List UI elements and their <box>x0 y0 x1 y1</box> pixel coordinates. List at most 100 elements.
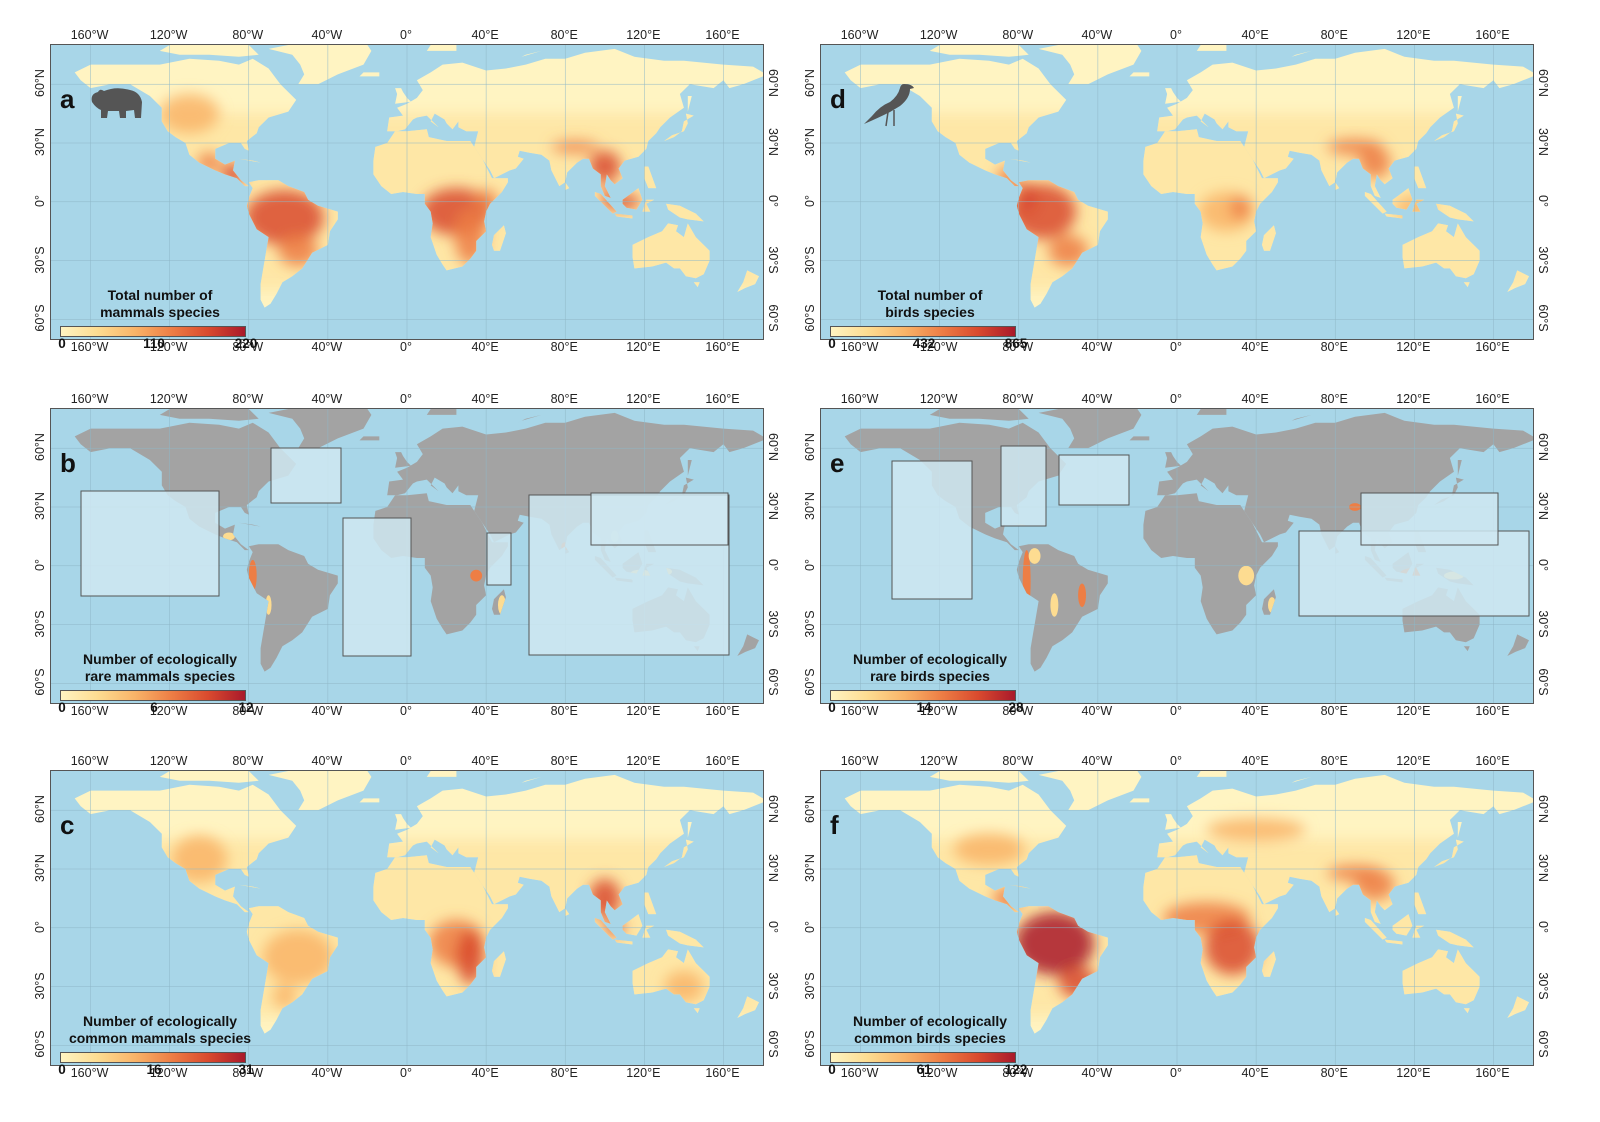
lon-tick-top: 40°W <box>311 392 343 406</box>
rare-hotspot <box>1238 565 1255 586</box>
map-frame-d <box>820 44 1534 340</box>
lat-tick-right: 0° <box>766 558 780 571</box>
legend-value: 61 <box>916 1062 932 1077</box>
zoom-inset <box>342 517 412 657</box>
lon-tick-top: 80°E <box>550 28 578 42</box>
lat-tick-left: 60°N <box>803 433 817 462</box>
lat-tick-right: 60°N <box>766 433 780 462</box>
lon-tick-bottom: 80°E <box>1320 1066 1348 1080</box>
lon-tick-bottom: 160°E <box>1475 340 1510 354</box>
lat-tick-right: 60°N <box>1536 795 1550 824</box>
lon-tick-top: 80°W <box>232 392 264 406</box>
lon-tick-top: 120°W <box>149 28 188 42</box>
lat-tick-left: 0° <box>33 194 47 207</box>
lon-tick-bottom: 160°E <box>705 1066 740 1080</box>
lon-tick-top: 120°E <box>1396 28 1431 42</box>
map-svg <box>821 45 1533 339</box>
lon-tick-top: 40°E <box>1241 754 1269 768</box>
legend-value: 0 <box>58 336 66 351</box>
lon-tick-top: 80°E <box>1320 754 1348 768</box>
lat-tick-right: 0° <box>766 920 780 933</box>
land-uk <box>395 452 411 468</box>
lon-tick-top: 160°W <box>840 754 879 768</box>
lon-tick-bottom: 80°W <box>1002 340 1034 354</box>
zoom-inset <box>1000 445 1047 527</box>
legend-colorbar <box>60 326 246 337</box>
lon-tick-bottom: 80°E <box>550 340 578 354</box>
lon-tick-top: 40°E <box>471 28 499 42</box>
richness-hotspot <box>454 209 487 265</box>
lon-tick-top: 80°E <box>1320 28 1348 42</box>
lon-tick-bottom: 120°W <box>919 1066 958 1080</box>
panel-letter: a <box>60 84 75 114</box>
legend-colorbar <box>830 690 1016 701</box>
rare-hotspot <box>223 532 235 541</box>
lat-tick-left: 30°S <box>33 609 47 638</box>
legend-value: 0 <box>828 700 836 715</box>
lat-tick-left: 30°N <box>33 854 47 882</box>
land-svalbard <box>1196 771 1227 777</box>
lat-tick-left: 30°N <box>803 854 817 882</box>
legend-value: 865 <box>1004 336 1028 351</box>
lon-tick-bottom: 40°W <box>1081 704 1113 718</box>
lon-tick-top: 160°W <box>840 392 879 406</box>
land-novaya <box>509 50 542 63</box>
richness-hotspot <box>602 186 615 210</box>
lat-tick-right: 60°N <box>766 795 780 824</box>
lon-tick-bottom: 0° <box>1170 704 1182 718</box>
land-sakhalin <box>1457 460 1462 476</box>
panel-letter: b <box>60 448 76 478</box>
lon-tick-bottom: 160°E <box>705 340 740 354</box>
lat-tick-left: 60°N <box>803 69 817 98</box>
land-novaya <box>1279 50 1312 63</box>
rare-hotspot <box>1267 597 1276 613</box>
land-japan <box>664 477 694 505</box>
legend-value: 12 <box>238 700 254 715</box>
land-uk <box>1165 814 1181 830</box>
lat-tick-right: 60°N <box>766 69 780 98</box>
legend-title-line2: common birds species <box>854 1030 1006 1046</box>
legend-title-line2: rare mammals species <box>84 668 236 684</box>
lon-tick-bottom: 40°E <box>1241 1066 1269 1080</box>
lon-tick-bottom: 40°W <box>1081 1066 1113 1080</box>
lon-tick-bottom: 120°E <box>1396 1066 1431 1080</box>
lat-tick-right: 0° <box>766 194 780 207</box>
lat-tick-right: 60°S <box>1536 668 1550 697</box>
lat-tick-right: 0° <box>1536 558 1550 571</box>
richness-hotspot <box>1016 182 1037 214</box>
richness-hotspot <box>1048 235 1088 267</box>
rare-hotspot <box>1028 548 1041 564</box>
map-svg <box>51 45 763 339</box>
lon-tick-top: 40°E <box>1241 392 1269 406</box>
lon-tick-bottom: 0° <box>1170 1066 1182 1080</box>
lat-tick-left: 0° <box>803 558 817 571</box>
lon-tick-top: 40°E <box>471 754 499 768</box>
lon-tick-top: 120°W <box>919 28 958 42</box>
land-greenland <box>1038 771 1142 811</box>
land-uk <box>395 88 411 104</box>
lat-tick-left: 60°S <box>803 668 817 697</box>
land-sakhalin <box>687 822 692 838</box>
lat-tick-left: 30°S <box>803 971 817 1000</box>
richness-hotspot <box>278 235 318 267</box>
map-svg <box>821 409 1533 703</box>
lon-tick-top: 80°E <box>550 754 578 768</box>
bear-icon <box>86 84 146 129</box>
zoom-inset <box>80 490 220 597</box>
legend-value: 28 <box>1008 700 1024 715</box>
lon-tick-bottom: 120°E <box>626 1066 661 1080</box>
land-cuba <box>238 522 261 527</box>
lat-tick-right: 30°S <box>766 971 780 1000</box>
land-arcticCanada <box>929 45 1029 57</box>
lon-tick-bottom: 160°W <box>70 1066 109 1080</box>
lat-tick-left: 60°S <box>803 304 817 333</box>
richness-hotspot <box>221 162 245 187</box>
map-frame-a <box>50 44 764 340</box>
legend-title: Total number of mammals species <box>65 287 255 321</box>
lon-tick-bottom: 0° <box>400 340 412 354</box>
land-uk <box>1165 88 1181 104</box>
graticule <box>51 771 763 1065</box>
lat-tick-left: 0° <box>803 920 817 933</box>
rare-hotspot <box>265 595 272 615</box>
lat-tick-right: 60°S <box>766 304 780 333</box>
